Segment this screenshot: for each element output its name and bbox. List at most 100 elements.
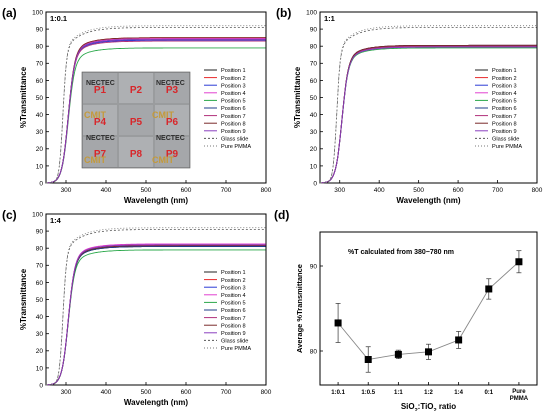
y-tick-label: 10 [36, 365, 44, 372]
series-line [46, 243, 266, 386]
legend-entry: Position 1 [492, 68, 517, 74]
x-tick-label: 400 [101, 389, 112, 396]
y-tick-label: 90 [310, 27, 318, 34]
series-line [46, 25, 266, 184]
legend-entry: Position 4 [221, 91, 246, 97]
y-tick-label: 90 [310, 263, 318, 270]
data-point [364, 356, 372, 363]
legend-entry: Position 7 [221, 316, 246, 322]
series-line [46, 27, 266, 184]
y-tick-label: 10 [310, 163, 318, 170]
series-line [320, 25, 537, 184]
series-line [320, 45, 537, 184]
x-tick-label: 400 [101, 187, 112, 194]
x-tick-label: 500 [141, 389, 152, 396]
plot-frame [319, 11, 538, 184]
y-tick-label: 0 [39, 382, 43, 389]
y-tick-label: 90 [36, 229, 44, 236]
x-axis-label-part: ratio [437, 402, 457, 411]
legend-entry: Position 2 [221, 278, 246, 284]
y-tick-label: 20 [310, 146, 318, 153]
y-tick-label: 70 [36, 61, 44, 68]
x-axis-label: Wavelength (nm) [124, 398, 188, 407]
y-tick-label: 60 [310, 78, 318, 85]
legend-entry: Position 3 [221, 83, 246, 89]
series-line [320, 47, 537, 184]
x-tick-label: 600 [181, 389, 192, 396]
panel-d: (d) 80 90 Average %Transmittance %T calculat… [274, 208, 538, 414]
ratio-label: 1:4 [50, 216, 62, 225]
x-axis-label: Wavelength (nm) [396, 196, 460, 205]
legend-entry: Position 1 [221, 270, 246, 276]
panel-b: 0 10 20 30 40 50 60 70 80 90 100 300 400 500 600 700 800… [276, 6, 543, 205]
y-tick-label: 90 [36, 27, 44, 34]
legend-entry: Position 6 [492, 106, 517, 112]
legend-entry: Position 6 [221, 308, 246, 314]
inset-cell [119, 105, 153, 135]
x-tick-label: 800 [261, 187, 272, 194]
legend-entry: Position 2 [221, 76, 246, 82]
y-tick-label: 20 [36, 146, 44, 153]
x-tick-label-line1: Pure [512, 389, 526, 395]
y-tick-label: 60 [36, 78, 44, 85]
y-axis-label: %Transmittance [19, 268, 28, 330]
legend-entry: Position 5 [221, 301, 246, 307]
plot-frame [45, 213, 267, 386]
inset-cell [119, 73, 153, 103]
y-tick-label: 80 [36, 44, 44, 51]
legend-entry: Position 5 [492, 99, 517, 105]
y-tick-label: 30 [36, 331, 44, 338]
series-line [46, 40, 266, 184]
legend-entry: Pure PMMA [221, 144, 251, 150]
x-tick-label: 300 [334, 187, 345, 194]
y-tick-label: 80 [36, 246, 44, 253]
x-tick-label: 300 [61, 389, 72, 396]
inset-cell [83, 105, 117, 135]
series-line [46, 245, 266, 386]
data-point [425, 348, 432, 356]
y-axis-label: Average %Transmittance [295, 264, 304, 353]
panel-a: 0 10 20 30 40 50 60 70 80 90 100 300 400 500 600 700 800… [2, 6, 272, 205]
series-line [46, 39, 266, 184]
data-point [394, 350, 402, 358]
x-axis-label: SiO2:TiO2 ratio [401, 402, 456, 411]
x-axis-label: Wavelength (nm) [124, 196, 188, 205]
legend-entry: Position 3 [492, 83, 517, 89]
x-tick-label: 1:0.1 [331, 390, 345, 396]
legend-entry: Glass slide [221, 339, 248, 345]
inset-position-label: P9 [166, 149, 179, 160]
legend-entry: Position 8 [492, 121, 517, 127]
legend-entry: Position 9 [221, 331, 246, 337]
y-tick-label: 30 [310, 129, 318, 136]
x-axis-label-part: SiO [401, 402, 415, 411]
series-line [46, 246, 266, 386]
y-tick-label: 50 [36, 297, 44, 304]
inset-position-label: P3 [166, 85, 179, 96]
inset-cell [155, 73, 189, 103]
legend-entry: Glass slide [492, 137, 519, 143]
y-tick-label: 70 [310, 61, 318, 68]
data-point [515, 258, 523, 266]
legend-entry: Position 3 [221, 285, 246, 291]
x-tick-label: 800 [532, 187, 543, 194]
inset-position-label: P8 [130, 149, 143, 160]
inset-position-label: P1 [94, 85, 107, 96]
series-line [320, 44, 537, 184]
series-line [46, 38, 266, 184]
y-tick-label: 50 [310, 95, 318, 102]
x-tick-label: 300 [61, 187, 72, 194]
y-tick-label: 40 [36, 112, 44, 119]
y-tick-label: 10 [36, 163, 44, 170]
legend-entry: Position 1 [221, 68, 246, 74]
x-tick-label: 700 [221, 187, 232, 194]
legend-entry: Position 5 [221, 99, 246, 105]
x-tick-label: 500 [413, 187, 424, 194]
y-axis-label: %Transmittance [293, 66, 302, 128]
ratio-label: 1:0.1 [50, 14, 67, 23]
x-tick-label: 0:1 [484, 390, 493, 396]
inset-position-label: P2 [130, 85, 143, 96]
y-tick-label: 80 [310, 44, 318, 51]
series-line [46, 47, 266, 184]
series-line [46, 227, 266, 386]
